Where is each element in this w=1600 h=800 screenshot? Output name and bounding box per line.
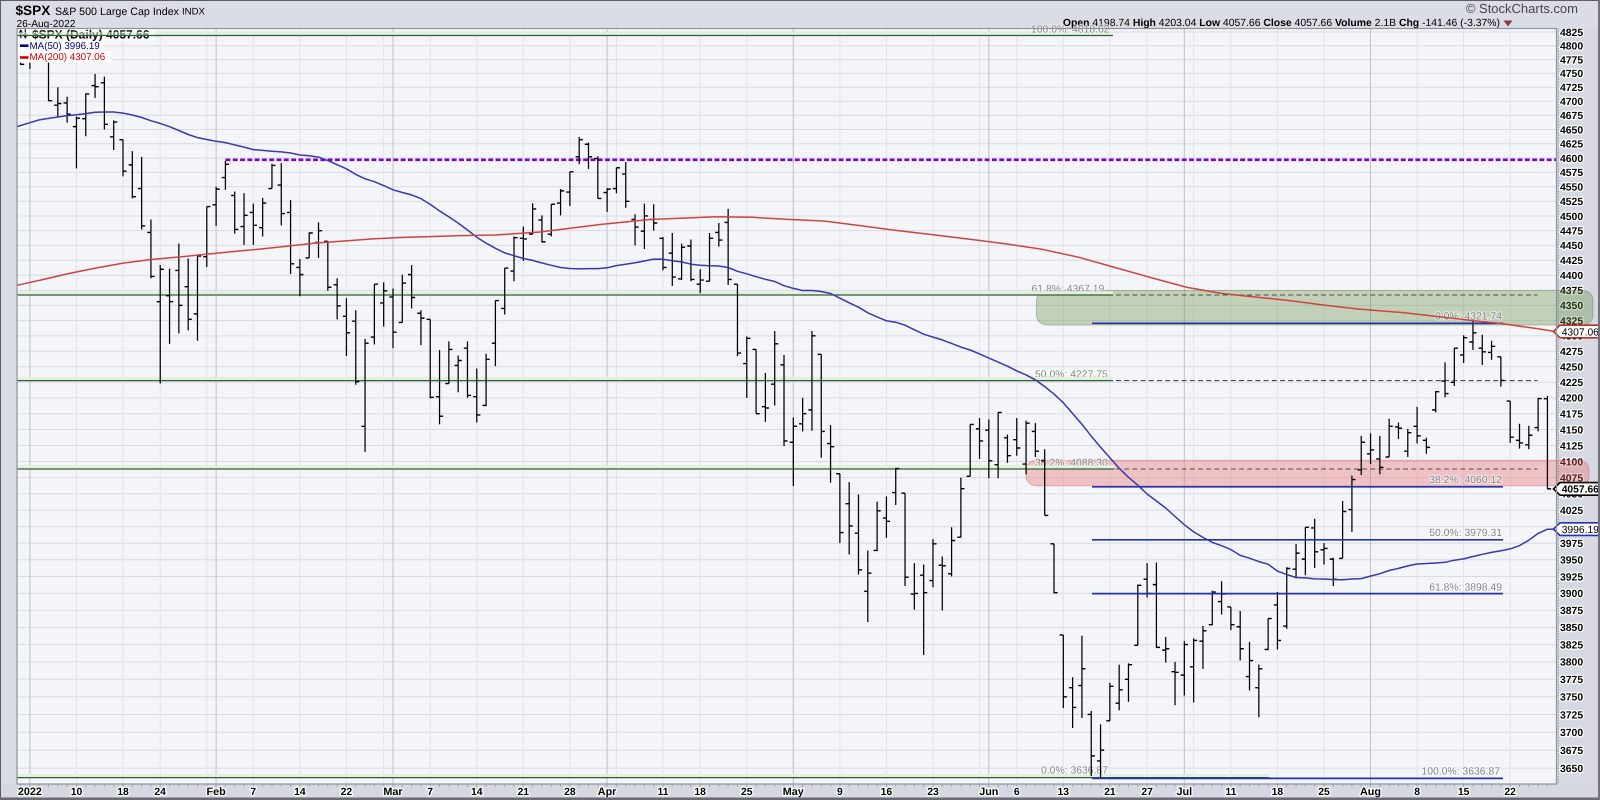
svg-text:15: 15 bbox=[1458, 787, 1470, 798]
svg-text:4650: 4650 bbox=[1560, 125, 1583, 136]
svg-text:4125: 4125 bbox=[1560, 441, 1583, 452]
svg-text:4575: 4575 bbox=[1560, 168, 1583, 179]
svg-text:Aug: Aug bbox=[1360, 786, 1381, 798]
svg-text:22: 22 bbox=[1504, 787, 1516, 798]
svg-text:4250: 4250 bbox=[1560, 363, 1583, 374]
svg-text:27: 27 bbox=[1141, 787, 1153, 798]
svg-text:Jul: Jul bbox=[1176, 786, 1192, 798]
svg-text:50.0%: 3979.31: 50.0%: 3979.31 bbox=[1429, 528, 1502, 539]
svg-text:INDX: INDX bbox=[182, 7, 206, 18]
svg-text:14: 14 bbox=[294, 787, 306, 798]
svg-text:100.0%: 4818.62: 100.0%: 4818.62 bbox=[1031, 25, 1110, 36]
svg-text:4057.66: 4057.66 bbox=[1562, 485, 1599, 496]
svg-text:21: 21 bbox=[1104, 787, 1116, 798]
svg-text:6: 6 bbox=[1014, 787, 1020, 798]
svg-text:4475: 4475 bbox=[1560, 226, 1583, 237]
svg-text:4275: 4275 bbox=[1560, 347, 1583, 358]
svg-text:4725: 4725 bbox=[1560, 83, 1583, 94]
svg-text:11: 11 bbox=[658, 787, 669, 798]
svg-text:3975: 3975 bbox=[1560, 539, 1583, 550]
svg-text:25: 25 bbox=[1318, 787, 1330, 798]
svg-text:18: 18 bbox=[117, 787, 129, 798]
svg-text:3750: 3750 bbox=[1560, 693, 1583, 704]
svg-text:3800: 3800 bbox=[1560, 658, 1583, 669]
svg-text:3950: 3950 bbox=[1560, 556, 1583, 567]
svg-text:3725: 3725 bbox=[1560, 710, 1583, 721]
svg-text:4825: 4825 bbox=[1560, 28, 1583, 39]
svg-text:14: 14 bbox=[471, 787, 483, 798]
svg-text:7: 7 bbox=[250, 787, 256, 798]
svg-text:3875: 3875 bbox=[1560, 606, 1583, 617]
svg-text:3996.19: 3996.19 bbox=[1562, 525, 1599, 536]
svg-text:May: May bbox=[783, 786, 804, 798]
svg-text:Jun: Jun bbox=[979, 786, 998, 798]
svg-text:4800: 4800 bbox=[1560, 42, 1583, 53]
svg-text:Open 4198.74 High 4203.04 Low: Open 4198.74 High 4203.04 Low 4057.66 Cl… bbox=[1063, 18, 1500, 29]
svg-text:4225: 4225 bbox=[1560, 378, 1583, 389]
svg-text:S&P 500 Large Cap Index: S&P 500 Large Cap Index bbox=[55, 6, 180, 18]
svg-text:25: 25 bbox=[741, 787, 753, 798]
svg-text:4425: 4425 bbox=[1560, 256, 1583, 267]
svg-text:21: 21 bbox=[518, 787, 530, 798]
svg-text:4625: 4625 bbox=[1560, 140, 1583, 151]
svg-text:4500: 4500 bbox=[1560, 212, 1583, 223]
svg-text:3925: 3925 bbox=[1560, 572, 1583, 583]
svg-text:4600: 4600 bbox=[1560, 154, 1583, 165]
svg-text:0.0%: 4321.74: 0.0%: 4321.74 bbox=[1435, 311, 1502, 322]
svg-text:4550: 4550 bbox=[1560, 183, 1583, 194]
svg-text:$SPX: $SPX bbox=[16, 3, 51, 18]
svg-text:23: 23 bbox=[927, 787, 939, 798]
svg-text:3650: 3650 bbox=[1560, 764, 1583, 775]
svg-text:Mar: Mar bbox=[383, 786, 403, 798]
svg-text:11: 11 bbox=[1225, 787, 1236, 798]
svg-text:24: 24 bbox=[154, 787, 166, 798]
svg-text:3700: 3700 bbox=[1560, 728, 1583, 739]
svg-text:3775: 3775 bbox=[1560, 675, 1583, 686]
svg-text:4450: 4450 bbox=[1560, 241, 1583, 252]
svg-text:61.8%: 3898.49: 61.8%: 3898.49 bbox=[1429, 582, 1502, 593]
svg-text:4150: 4150 bbox=[1560, 425, 1583, 436]
svg-text:4750: 4750 bbox=[1560, 69, 1583, 80]
svg-text:2022: 2022 bbox=[18, 786, 42, 798]
svg-text:18: 18 bbox=[1272, 787, 1284, 798]
svg-text:3900: 3900 bbox=[1560, 589, 1583, 600]
svg-text:26-Aug-2022: 26-Aug-2022 bbox=[17, 19, 76, 30]
svg-text:© StockCharts.com: © StockCharts.com bbox=[1466, 1, 1578, 16]
svg-text:16: 16 bbox=[881, 787, 893, 798]
svg-text:28: 28 bbox=[564, 787, 576, 798]
svg-text:3825: 3825 bbox=[1560, 640, 1583, 651]
svg-text:Apr: Apr bbox=[598, 786, 617, 798]
svg-text:4525: 4525 bbox=[1560, 197, 1583, 208]
svg-text:4350: 4350 bbox=[1560, 301, 1583, 312]
svg-text:4375: 4375 bbox=[1560, 286, 1583, 297]
svg-text:4100: 4100 bbox=[1560, 457, 1583, 468]
svg-text:8: 8 bbox=[1414, 787, 1420, 798]
svg-text:Feb: Feb bbox=[206, 786, 226, 798]
svg-text:4175: 4175 bbox=[1560, 410, 1583, 421]
svg-text:38.2%: 4060.12: 38.2%: 4060.12 bbox=[1429, 475, 1502, 486]
svg-text:4700: 4700 bbox=[1560, 97, 1583, 108]
svg-text:9: 9 bbox=[837, 787, 843, 798]
svg-text:4200: 4200 bbox=[1560, 394, 1583, 405]
svg-text:MA(50) 3996.19: MA(50) 3996.19 bbox=[30, 41, 100, 52]
svg-text:7: 7 bbox=[427, 787, 433, 798]
svg-text:4675: 4675 bbox=[1560, 111, 1583, 122]
svg-text:10: 10 bbox=[71, 787, 83, 798]
svg-text:100.0%: 3636.87: 100.0%: 3636.87 bbox=[1421, 766, 1500, 777]
svg-text:4775: 4775 bbox=[1560, 55, 1583, 66]
svg-text:22: 22 bbox=[341, 787, 353, 798]
svg-text:MA(200) 4307.06: MA(200) 4307.06 bbox=[30, 52, 106, 63]
svg-text:13: 13 bbox=[1058, 787, 1070, 798]
svg-text:4400: 4400 bbox=[1560, 271, 1583, 282]
svg-text:18: 18 bbox=[694, 787, 706, 798]
svg-text:4307.06: 4307.06 bbox=[1562, 327, 1599, 338]
svg-text:3675: 3675 bbox=[1560, 746, 1583, 757]
svg-text:4025: 4025 bbox=[1560, 506, 1583, 517]
svg-text:3850: 3850 bbox=[1560, 623, 1583, 634]
